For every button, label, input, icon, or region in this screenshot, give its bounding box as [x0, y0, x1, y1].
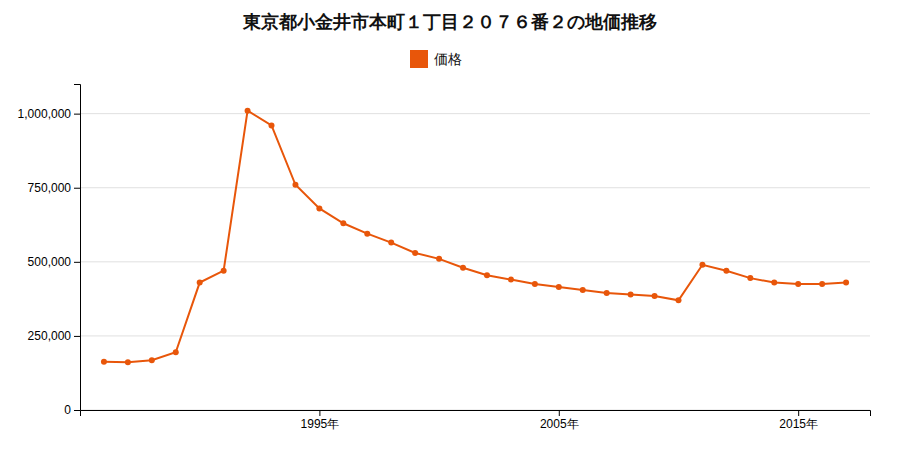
grid	[80, 114, 870, 410]
point	[699, 262, 705, 268]
line	[104, 111, 846, 363]
tick-mark	[798, 410, 799, 416]
point	[675, 297, 681, 303]
tick-label: 500,000	[28, 255, 72, 269]
point	[388, 240, 394, 246]
point	[556, 284, 562, 290]
tick-label: 1995年	[301, 417, 340, 431]
point	[197, 280, 203, 286]
point	[149, 357, 155, 363]
tick: 500,000	[28, 255, 80, 269]
tick-mark	[559, 410, 560, 416]
legend-swatch	[410, 50, 428, 68]
legend-label: 価格	[434, 51, 462, 67]
tick-mark	[74, 410, 80, 411]
point	[747, 275, 753, 281]
marks	[101, 108, 849, 366]
point	[292, 182, 298, 188]
tick: 750,000	[28, 181, 80, 195]
point	[364, 231, 370, 237]
point	[484, 272, 490, 278]
tick-label: 2005年	[540, 417, 579, 431]
tick: 250,000	[28, 329, 80, 343]
grid-line	[80, 113, 870, 114]
tick: 2005年	[540, 410, 579, 431]
point	[245, 108, 251, 114]
point	[795, 281, 801, 287]
point	[340, 220, 346, 226]
point	[723, 268, 729, 274]
tick-label: 250,000	[28, 329, 72, 343]
grid-line	[80, 187, 870, 188]
y-axis: 0 250,000 500,000 750,000 1,000,000	[18, 85, 81, 418]
point	[604, 290, 610, 296]
point	[412, 250, 418, 256]
legend: 価格	[410, 50, 462, 68]
point	[771, 280, 777, 286]
point	[436, 256, 442, 262]
point	[819, 281, 825, 287]
point	[508, 277, 514, 283]
point	[316, 205, 322, 211]
point	[173, 349, 179, 355]
grid-line	[80, 335, 870, 336]
tick-mark	[74, 336, 80, 337]
tick: 0	[64, 403, 80, 417]
point	[460, 265, 466, 271]
point	[269, 122, 275, 128]
point	[652, 293, 658, 299]
axis-line	[81, 411, 871, 417]
x-axis: 1995年 2005年 2015年	[81, 410, 871, 431]
point	[580, 287, 586, 293]
axis-line	[74, 85, 81, 411]
tick: 2015年	[779, 410, 818, 431]
title: 東京都小金井市本町１丁目２０７６番２の地価推移	[242, 11, 657, 32]
tick-label: 2015年	[779, 417, 818, 431]
tick-mark	[74, 114, 80, 115]
tick-mark	[74, 188, 80, 189]
point	[628, 291, 634, 297]
chart: 東京都小金井市本町１丁目２０７６番２の地価推移 0 250,000 500,000 75…	[0, 0, 900, 450]
tick: 1,000,000	[18, 107, 80, 121]
tick: 1995年	[301, 410, 340, 431]
grid-line	[80, 261, 870, 262]
tick-mark	[74, 262, 80, 263]
tick-mark	[319, 410, 320, 416]
point	[532, 281, 538, 287]
point	[221, 268, 227, 274]
tick-label: 750,000	[28, 181, 72, 195]
point	[125, 359, 131, 365]
point	[843, 280, 849, 286]
point	[101, 359, 107, 365]
tick-label: 1,000,000	[18, 107, 72, 121]
tick-label: 0	[64, 403, 71, 417]
plot-area: 0 250,000 500,000 750,000 1,000,000 1995年 2005…	[18, 85, 871, 431]
